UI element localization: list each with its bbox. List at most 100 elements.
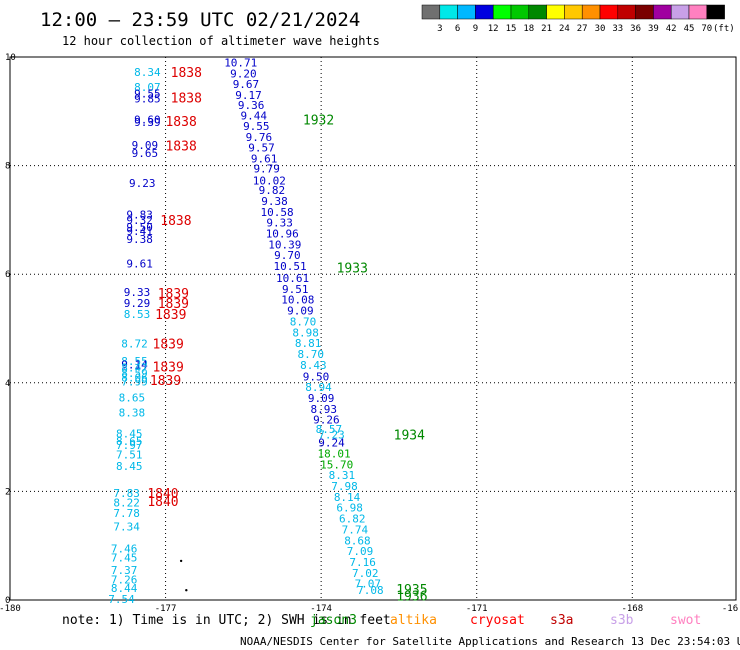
swh-value-label: 15.70 bbox=[320, 458, 353, 471]
colorbar-tick-label: 12 bbox=[488, 24, 499, 34]
colorbar-swatch bbox=[546, 4, 565, 20]
swh-value-label: 8.70 bbox=[298, 348, 325, 361]
colorbar-swatch bbox=[421, 4, 441, 20]
colorbar-tick-label: 18 bbox=[523, 24, 534, 34]
swh-value-label: 8.53 bbox=[124, 308, 151, 321]
pass-time-label: 1839 bbox=[153, 338, 184, 353]
swh-value-label: 10.02 bbox=[253, 174, 286, 187]
colorbar-swatch bbox=[635, 4, 654, 20]
swh-value-label: 9.55 bbox=[243, 120, 270, 133]
pass-time-label: 1840 bbox=[147, 487, 178, 502]
x-tick-label: -177 bbox=[155, 604, 177, 614]
swh-value-label: 9.33 bbox=[124, 286, 151, 299]
swh-value-label: 9.82 bbox=[259, 184, 286, 197]
swh-value-label: 8.65 bbox=[119, 391, 146, 404]
colorbar-tick-label: 70 bbox=[701, 24, 712, 34]
swh-value-label: 9.55 bbox=[134, 87, 161, 100]
pass-time-label: 1838 bbox=[165, 140, 196, 155]
swh-value-label: 8.65 bbox=[116, 435, 143, 448]
swh-value-label: 9.09 bbox=[132, 139, 159, 152]
swh-value-label: 9.29 bbox=[124, 297, 151, 310]
swh-value-label: 7.23 bbox=[318, 428, 345, 441]
swh-value-label: 9.41 bbox=[126, 225, 153, 238]
colorbar-tick-label: 33 bbox=[612, 24, 623, 34]
swh-value-label: 10.61 bbox=[276, 272, 309, 285]
pass-time-label: 1839 bbox=[153, 361, 184, 376]
swh-value-label: 9.23 bbox=[129, 177, 156, 190]
swh-value-label: 9.60 bbox=[134, 113, 161, 126]
swh-value-label: 7.74 bbox=[342, 523, 369, 536]
swh-value-label: 8.68 bbox=[344, 534, 371, 547]
swh-value-label: 9.83 bbox=[126, 208, 153, 221]
swh-value-label: 10.96 bbox=[266, 227, 299, 240]
swh-value-label: 9.70 bbox=[274, 249, 301, 262]
colorbar-swatch bbox=[599, 4, 619, 20]
colorbar-swatch bbox=[475, 4, 494, 20]
swh-value-label: 7.46 bbox=[111, 542, 138, 555]
swh-value-label: 9.61 bbox=[126, 257, 153, 270]
colorbar-tick-label: 24 bbox=[559, 24, 570, 34]
swh-value-label: 8.98 bbox=[292, 326, 319, 339]
x-tick-label: -174 bbox=[310, 604, 332, 614]
pass-time-label: 1838 bbox=[171, 66, 202, 81]
pass-time-label: 1838 bbox=[160, 214, 191, 229]
swh-value-label: 9.76 bbox=[246, 131, 273, 144]
y-tick-label: 0 bbox=[5, 596, 10, 606]
swh-value-label: 8.45 bbox=[116, 427, 143, 440]
swh-value-label: 9.09 bbox=[287, 305, 314, 318]
swh-value-label: 8.22 bbox=[113, 496, 140, 509]
colorbar-swatch bbox=[564, 4, 583, 20]
x-tick-label: -16 bbox=[722, 604, 738, 614]
legend-entry-jason3: jason3 bbox=[310, 613, 357, 628]
swh-value-label: 8.31 bbox=[329, 469, 356, 482]
pass-time-label: 1934 bbox=[394, 428, 425, 443]
swh-value-label: 8.93 bbox=[310, 403, 337, 416]
swh-value-label: 9.51 bbox=[282, 283, 309, 296]
legend-entry-s3b: s3b bbox=[610, 613, 634, 628]
data-dot bbox=[179, 559, 183, 563]
swh-value-label: 9.09 bbox=[308, 392, 335, 405]
swh-value-label: 8.57 bbox=[316, 423, 343, 436]
swh-value-label: 7.26 bbox=[111, 573, 138, 586]
pass-time-label: 1839 bbox=[150, 374, 181, 389]
swh-value-label: 9.38 bbox=[261, 195, 288, 208]
swh-value-label: 10.71 bbox=[224, 56, 257, 69]
data-dot bbox=[185, 589, 188, 592]
swh-value-label: 7.51 bbox=[116, 448, 143, 461]
colorbar-swatch bbox=[457, 4, 476, 20]
colorbar-swatch bbox=[581, 4, 601, 20]
swh-value-label: 9.44 bbox=[240, 110, 267, 123]
legend-entry-cryosat: cryosat bbox=[470, 613, 525, 628]
y-tick-label: 4 bbox=[5, 379, 10, 389]
colorbar-tick-label: 21 bbox=[541, 24, 552, 34]
colorbar-tick-label: 36 bbox=[630, 24, 641, 34]
swh-value-label: 7.83 bbox=[113, 487, 140, 500]
swh-value-label: 9.57 bbox=[248, 142, 275, 155]
pass-time-label: 1840 bbox=[147, 495, 178, 510]
swh-value-label: 9.32 bbox=[126, 214, 153, 227]
swh-value-label: 8.94 bbox=[305, 381, 332, 394]
swh-value-label: 9.36 bbox=[238, 99, 265, 112]
swh-value-label: 18.01 bbox=[318, 447, 351, 460]
legend-entry-altika: altika bbox=[390, 613, 437, 628]
pass-time-label: 1936 bbox=[396, 590, 427, 605]
plot-frame bbox=[9, 56, 737, 601]
swh-value-label: 7.08 bbox=[357, 584, 384, 597]
colorbar-swatch bbox=[670, 4, 690, 20]
swh-value-label: 8.55 bbox=[121, 355, 148, 368]
swh-value-label: 8.59 bbox=[121, 367, 148, 380]
colorbar-unit: (ft) bbox=[713, 24, 735, 34]
gridlines bbox=[10, 57, 736, 600]
swh-value-label: 9.14 bbox=[121, 358, 148, 371]
colorbar-swatch bbox=[617, 4, 636, 20]
swh-value-label: 6.82 bbox=[339, 513, 366, 526]
pass-time-label: 1933 bbox=[337, 262, 368, 277]
pass-time-label: 1838 bbox=[165, 115, 196, 130]
swh-value-label: 10.08 bbox=[281, 294, 314, 307]
swh-value-label: 7.98 bbox=[331, 480, 358, 493]
colorbar-tick-label: 39 bbox=[648, 24, 659, 34]
swh-value-label: 7.54 bbox=[108, 593, 135, 606]
swh-value-label: 8.34 bbox=[134, 66, 161, 79]
swh-value-label: 9.50 bbox=[303, 370, 330, 383]
colorbar-legend: 3 6 9 12 15 18 21 24 27 30 33 36 39 42 45 70 (ft) bbox=[421, 4, 735, 34]
